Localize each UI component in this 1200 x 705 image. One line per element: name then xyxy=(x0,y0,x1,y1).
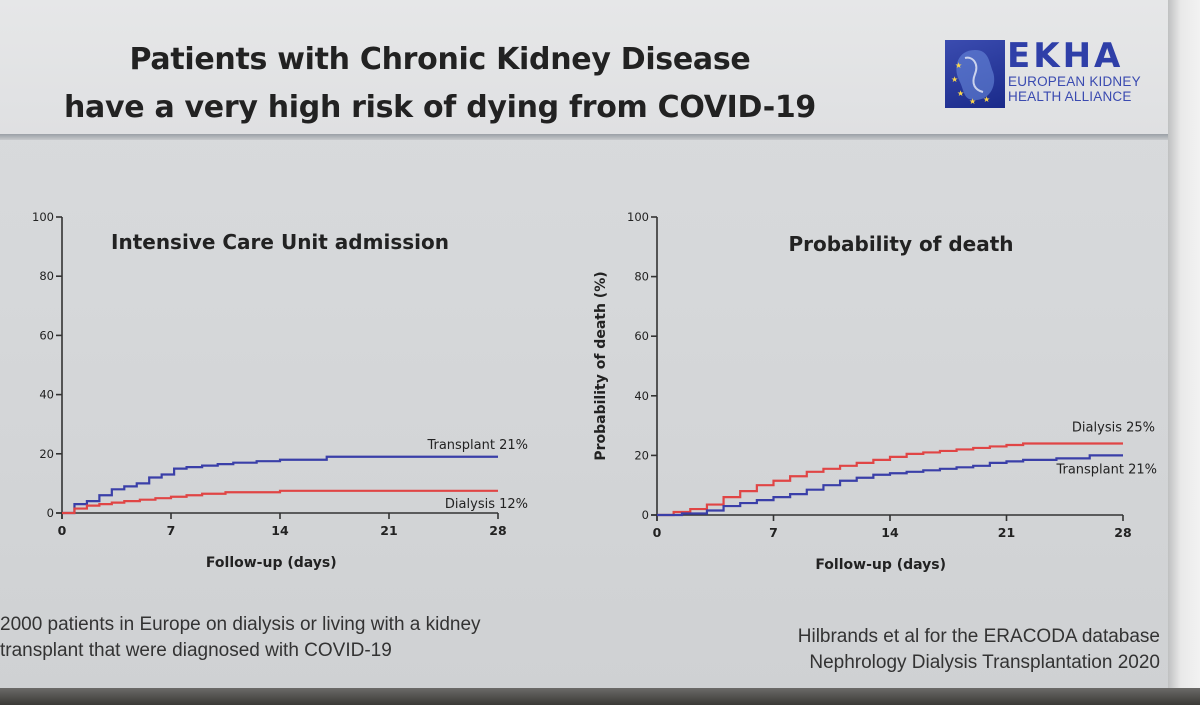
footnote-right-line1: Hilbrands et al for the ERACODA database xyxy=(797,626,1160,647)
y-tick-label: 40 xyxy=(634,389,649,403)
series-label-dialysis: Dialysis 25% xyxy=(1072,420,1155,435)
series-label-transplant: Transplant 21% xyxy=(426,438,528,453)
logo-name: EKHA xyxy=(1007,36,1124,76)
logo-subtitle-line1: EUROPEAN KIDNEY xyxy=(1008,74,1141,89)
chart-icu-admission: Intensive Care Unit admission 0 20 40 60 80 10… xyxy=(0,195,540,595)
x-tick-label: 21 xyxy=(380,523,397,538)
x-tick-label: 7 xyxy=(167,523,176,538)
x-axis-label: Follow-up (days) xyxy=(206,555,337,571)
y-tick-label: 20 xyxy=(634,448,649,462)
series-line-transplant xyxy=(62,455,498,515)
footnote-left-line1: 2000 patients in Europe on dialysis or l… xyxy=(0,614,481,635)
footnote-citation: Hilbrands et al for the ERACODA database… xyxy=(680,624,1160,676)
y-tick-label: 100 xyxy=(32,210,54,224)
y-tick-label: 0 xyxy=(47,506,54,520)
footnote-right-line2: Nephrology Dialysis Transplantation 2020 xyxy=(809,652,1160,673)
x-tick-label: 14 xyxy=(271,523,289,538)
ekha-logo: ★ ★ ★ ★ ★ EKHA EUROPEAN KIDNEY HEALTH AL… xyxy=(945,36,1160,108)
series-line-dialysis xyxy=(62,489,498,515)
x-tick-label: 21 xyxy=(998,525,1015,540)
y-axis-label: Cumulative incidence (%) xyxy=(0,265,2,466)
y-tick-label: 60 xyxy=(39,328,54,342)
x-tick-label: 0 xyxy=(653,525,662,540)
svg-text:★: ★ xyxy=(969,97,976,106)
slide-title: Patients with Chronic Kidney Disease hav… xyxy=(60,36,820,132)
footnote-left-line2: transplant that were diagnosed with COVI… xyxy=(0,640,392,661)
y-tick-label: 80 xyxy=(634,270,649,284)
x-tick-label: 28 xyxy=(489,523,506,538)
x-tick-label: 7 xyxy=(769,525,778,540)
y-tick-label: 0 xyxy=(642,508,649,522)
x-tick-label: 14 xyxy=(881,525,899,540)
x-tick-label: 28 xyxy=(1114,525,1131,540)
x-tick-label: 0 xyxy=(58,523,67,538)
y-tick-label: 40 xyxy=(39,388,54,402)
footnote-patients: 2000 patients in Europe on dialysis or l… xyxy=(0,612,560,664)
slide-title-line2: have a very high risk of dying from COVI… xyxy=(64,90,816,125)
svg-text:★: ★ xyxy=(955,61,962,70)
slide-title-line1: Patients with Chronic Kidney Disease xyxy=(129,42,751,77)
chart-icu-svg: Intensive Care Unit admission 0 20 40 60 80 10… xyxy=(0,210,528,571)
y-tick-label: 80 xyxy=(39,269,54,283)
monitor-bottom-edge xyxy=(0,688,1200,705)
slide-screen: Patients with Chronic Kidney Disease hav… xyxy=(0,0,1180,692)
series-line-transplant xyxy=(657,454,1123,517)
logo-subtitle: EUROPEAN KIDNEY HEALTH ALLIANCE xyxy=(1008,74,1141,104)
logo-subtitle-line2: HEALTH ALLIANCE xyxy=(1008,89,1132,104)
series-label-transplant: Transplant 21% xyxy=(1055,462,1157,477)
y-tick-label: 100 xyxy=(627,210,649,224)
chart-probability-of-death: Probability of death 0 20 40 60 80 100 0 7 14 21 28… xyxy=(585,195,1175,595)
chart-title: Intensive Care Unit admission xyxy=(111,230,449,254)
svg-text:★: ★ xyxy=(951,75,958,84)
svg-text:★: ★ xyxy=(957,89,964,98)
y-axis-label: Probability of death (%) xyxy=(593,271,609,460)
chart-title: Probability of death xyxy=(788,232,1013,256)
series-line-dialysis xyxy=(657,442,1123,517)
x-axis-label: Follow-up (days) xyxy=(815,557,946,573)
header-divider xyxy=(0,134,1168,140)
kidney-stars-icon: ★ ★ ★ ★ ★ xyxy=(945,40,1005,108)
svg-text:★: ★ xyxy=(983,95,990,104)
chart-death-svg: Probability of death 0 20 40 60 80 100 0 7 14 21 28… xyxy=(593,210,1157,573)
monitor-right-edge xyxy=(1168,0,1200,705)
series-label-dialysis: Dialysis 12% xyxy=(445,497,528,512)
y-tick-label: 60 xyxy=(634,329,649,343)
y-tick-label: 20 xyxy=(39,447,54,461)
